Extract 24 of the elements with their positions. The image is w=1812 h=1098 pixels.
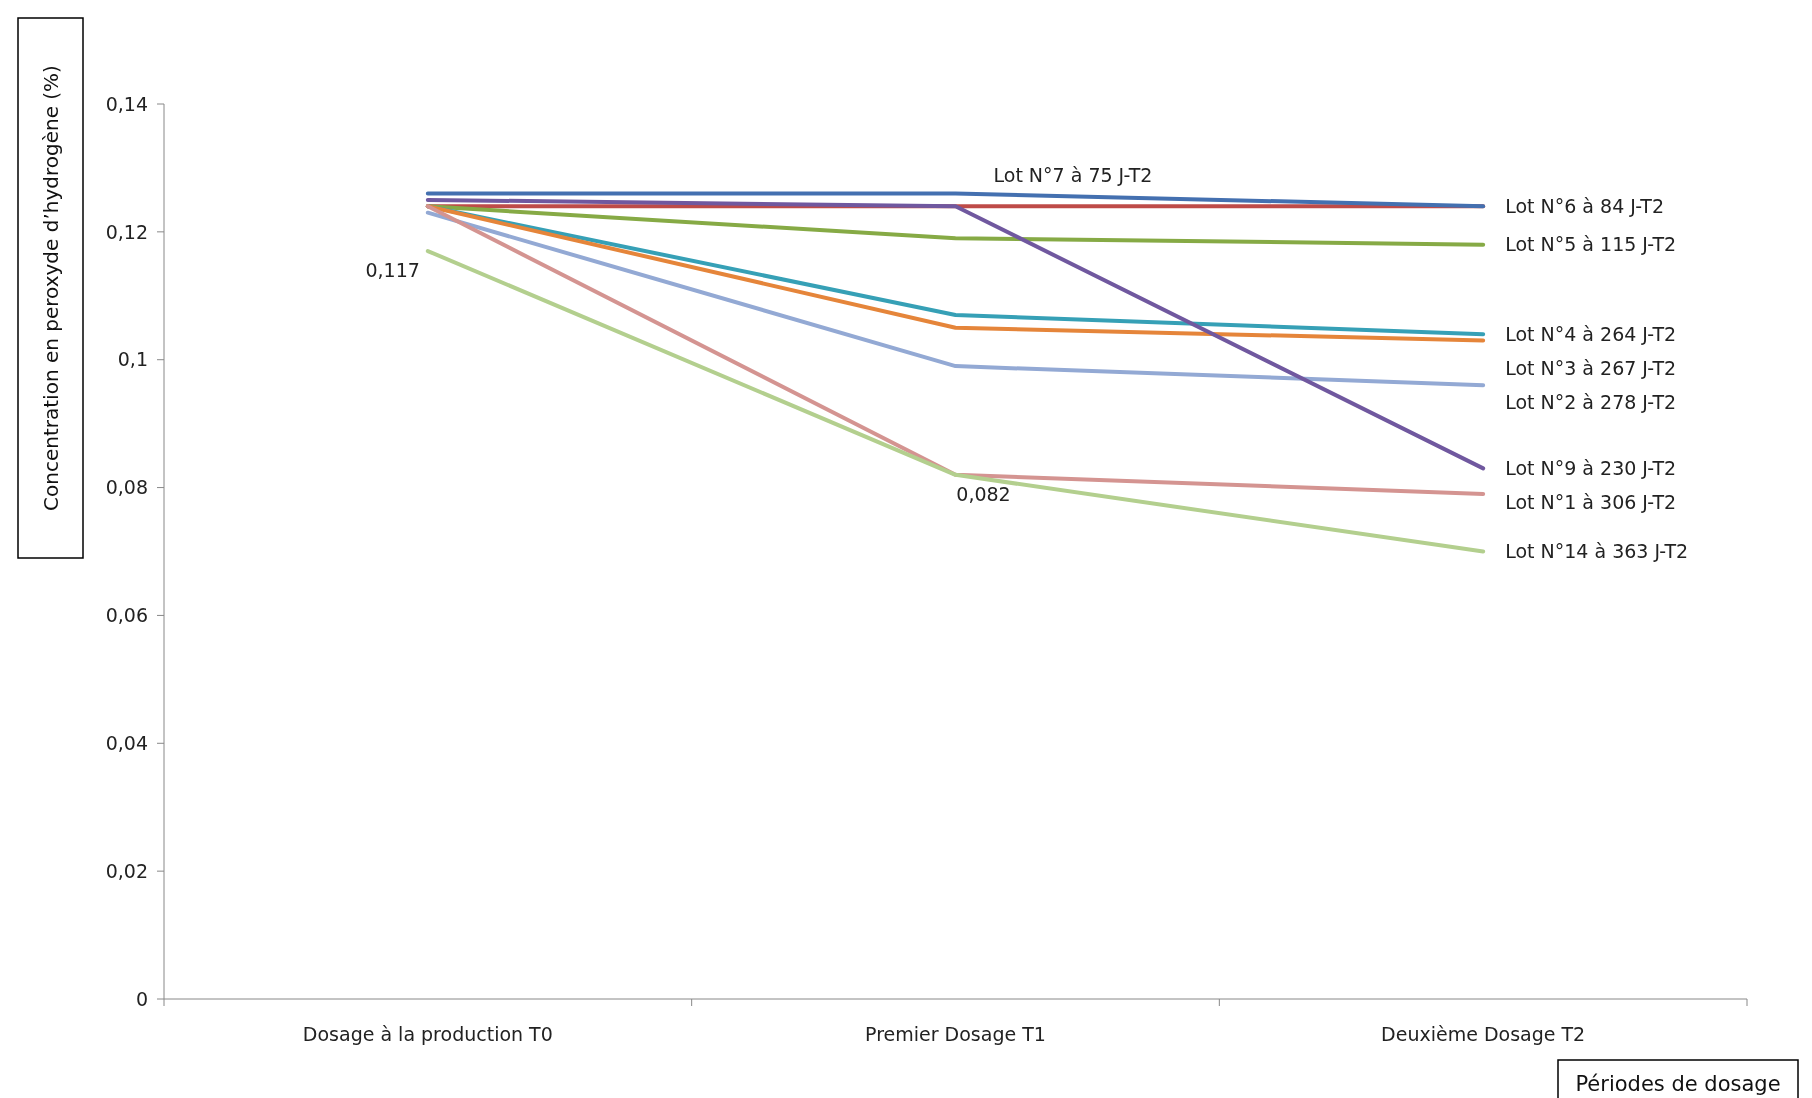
x-axis-title: Périodes de dosage [1575,1072,1781,1096]
series-label: Lot N°1 à 306 J-T2 [1505,491,1677,514]
series-label: Lot N°9 à 230 J-T2 [1505,457,1677,480]
annotation: 0,082 [956,482,1011,505]
y-tick-label: 0,1 [117,348,148,371]
series-label: Lot N°4 à 264 J-T2 [1505,322,1677,345]
series-label: Lot N°14 à 363 J-T2 [1505,540,1689,563]
series-label: Lot N°3 à 267 J-T2 [1505,356,1677,379]
y-tick-label: 0 [135,987,148,1010]
y-tick-label: 0,04 [105,731,148,754]
x-tick-label: Dosage à la production T0 [302,1023,553,1045]
series-label: Lot N°2 à 278 J-T2 [1505,390,1677,413]
y-tick-label: 0,08 [105,476,148,499]
y-tick-label: 0,06 [105,604,148,627]
y-tick-label: 0,14 [105,92,148,115]
annotation: 0,117 [365,259,420,282]
y-tick-label: 0,02 [105,859,148,882]
y-tick-label: 0,12 [105,220,148,243]
x-tick-label: Deuxième Dosage T2 [1381,1023,1586,1045]
y-axis-title: Concentration en peroxyde d’hydrogène (%) [39,65,63,511]
x-tick-label: Premier Dosage T1 [865,1023,1046,1045]
series-label: Lot N°7 à 75 J-T2 [993,163,1153,186]
series-label: Lot N°5 à 115 J-T2 [1505,233,1677,256]
series-label: Lot N°6 à 84 J-T2 [1505,194,1665,217]
